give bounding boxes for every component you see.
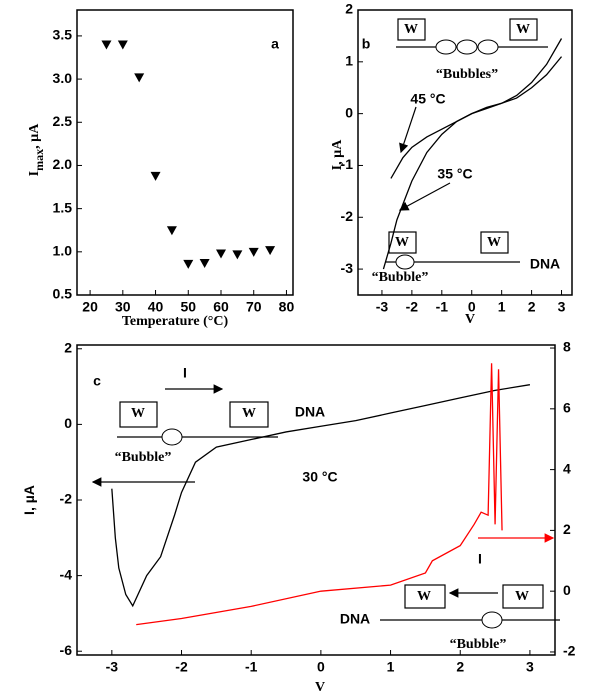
y-tick-label: 0 xyxy=(64,415,72,431)
x-tick-label: 70 xyxy=(246,299,262,315)
x-tick-label: -3 xyxy=(376,299,389,315)
y-tick-label: 1.5 xyxy=(53,199,73,215)
y-axis-label: I, µA xyxy=(330,139,345,171)
marker xyxy=(166,226,177,236)
x-tick-label: -1 xyxy=(436,299,449,315)
plot-frame xyxy=(76,9,294,296)
x-tick-label: 30 xyxy=(115,299,131,315)
y-tick-label: 2 xyxy=(345,1,353,17)
annotation: W xyxy=(417,589,431,604)
x-tick-label: -1 xyxy=(245,659,258,675)
y-axis-label-main: I, µA xyxy=(21,485,37,515)
y-tick-label: -3 xyxy=(341,260,354,276)
y-tick-label: -6 xyxy=(60,642,73,658)
y2-tick-label: 0 xyxy=(563,582,571,598)
marker xyxy=(248,247,259,257)
annotation: 45 °C xyxy=(410,91,445,107)
y2-tick-label: 2 xyxy=(563,521,571,537)
annotation: DNA xyxy=(295,404,325,420)
y-tick-label: -4 xyxy=(60,566,73,582)
plot-frame xyxy=(76,344,556,656)
y2-tick-label: 6 xyxy=(563,400,571,416)
annotation: W xyxy=(395,235,409,250)
y-tick-label: 0 xyxy=(345,104,353,120)
x-tick-label: 60 xyxy=(213,299,229,315)
annotation: 35 °C xyxy=(437,166,472,182)
series-line xyxy=(111,384,531,608)
marker xyxy=(216,249,226,259)
x-tick-label: 0 xyxy=(468,299,476,315)
marker xyxy=(101,40,112,50)
annotation: “Bubble” xyxy=(115,450,172,465)
x-tick-label: 2 xyxy=(456,659,464,675)
marker xyxy=(232,250,243,260)
x-tick-label: 0 xyxy=(317,659,325,675)
annotation: W xyxy=(515,589,529,604)
y-tick-label: 2.5 xyxy=(53,113,73,129)
y-tick-label: 3.0 xyxy=(53,70,73,86)
plot-frame xyxy=(357,9,573,296)
y-axis-label: I, µA xyxy=(21,485,37,515)
marker xyxy=(183,259,194,269)
y-axis-label-main: I, µA xyxy=(330,139,345,171)
annotation: “Bubble” xyxy=(372,270,429,285)
x-tick-label: 3 xyxy=(526,659,534,675)
marker xyxy=(134,73,145,83)
marker xyxy=(150,171,161,181)
y-axis-label: Imax, µA xyxy=(27,123,46,177)
y-tick-label: 1.0 xyxy=(53,243,73,259)
annotation: a xyxy=(271,36,279,52)
annotation: W xyxy=(487,235,501,250)
y-tick-label: -1 xyxy=(341,156,354,172)
y-tick-label: 1 xyxy=(345,53,353,69)
y2-tick-label: -2 xyxy=(563,643,576,659)
inset-shapes xyxy=(91,18,560,629)
marker xyxy=(265,246,276,256)
y2-tick-label: 4 xyxy=(563,460,571,476)
annotation: b xyxy=(362,36,371,52)
annotation: “Bubble” xyxy=(450,637,507,652)
annotation: 30 °C xyxy=(302,469,337,485)
x-tick-label: 40 xyxy=(148,299,164,315)
y-tick-label: 3.5 xyxy=(53,27,73,43)
x-tick-label: 3 xyxy=(558,299,566,315)
x-tick-label: 1 xyxy=(387,659,395,675)
marker xyxy=(199,259,210,269)
annotation: “Bubbles” xyxy=(436,67,498,82)
series-line xyxy=(136,363,503,626)
x-axis-label: V xyxy=(465,312,475,327)
y-tick-label: -2 xyxy=(341,208,354,224)
annotation: DNA xyxy=(340,611,370,627)
annotation: W xyxy=(131,406,145,421)
y-axis-label-sub: max xyxy=(32,149,46,171)
x-tick-label: -2 xyxy=(175,659,188,675)
series-line xyxy=(382,56,563,270)
x-tick-label: -2 xyxy=(406,299,419,315)
y-tick-label: 0.5 xyxy=(53,286,73,302)
y2-tick-label: 8 xyxy=(563,339,571,355)
x-axis-label: Temperature (°C) xyxy=(122,314,229,329)
x-tick-label: 80 xyxy=(279,299,295,315)
x-axis-label: V xyxy=(315,680,325,695)
marker xyxy=(117,40,128,50)
y-tick-label: 2 xyxy=(64,339,72,355)
annotation: I xyxy=(183,365,187,381)
y-axis-label-unit: , µA xyxy=(27,123,42,149)
x-tick-label: -3 xyxy=(106,659,119,675)
annotation: W xyxy=(242,406,256,421)
annotation: I xyxy=(478,551,482,567)
x-tick-label: 1 xyxy=(498,299,506,315)
x-tick-label: 50 xyxy=(180,299,196,315)
annotation: c xyxy=(93,373,101,389)
x-tick-label: 20 xyxy=(82,299,98,315)
annotation: W xyxy=(516,22,530,37)
series-line xyxy=(390,38,563,179)
y-tick-label: -2 xyxy=(60,491,73,507)
y-axis-label-main: I xyxy=(27,171,42,176)
annotation: DNA xyxy=(530,256,560,272)
x-tick-label: 2 xyxy=(528,299,536,315)
y-tick-label: 2.0 xyxy=(53,156,73,172)
annotation: W xyxy=(404,22,418,37)
